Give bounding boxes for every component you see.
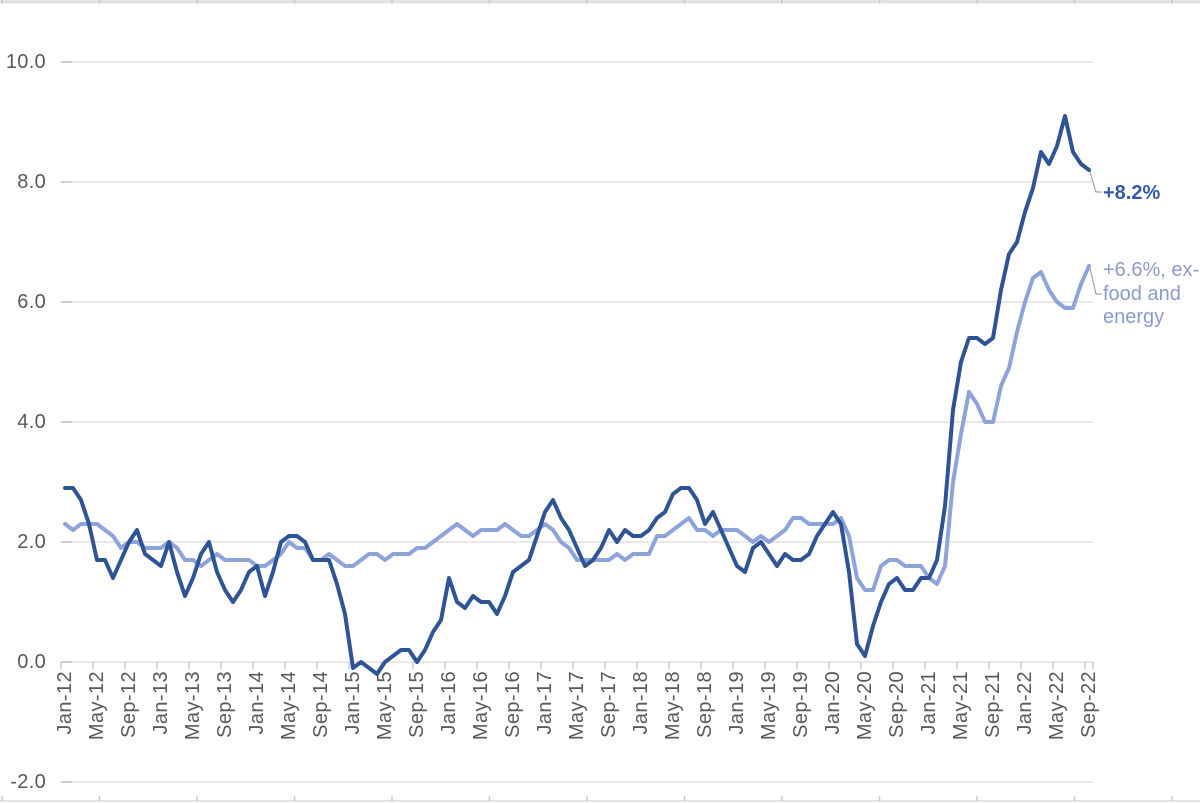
x-axis-label: May-14 bbox=[278, 671, 300, 740]
x-axis-label: Jan-13 bbox=[150, 671, 172, 735]
x-axis-label: Jan-12 bbox=[54, 671, 76, 735]
y-axis-label: -2.0 bbox=[10, 771, 46, 793]
x-axis-label: May-19 bbox=[758, 671, 780, 740]
x-axis-label: May-21 bbox=[950, 671, 972, 740]
x-axis-label: May-13 bbox=[182, 671, 204, 740]
y-axis-label: 0.0 bbox=[17, 651, 46, 673]
x-axis-label: Jan-14 bbox=[246, 671, 268, 735]
x-axis-label: May-15 bbox=[374, 671, 396, 740]
leader-line-ex-food-energy bbox=[1089, 267, 1102, 295]
x-axis-label: Jan-15 bbox=[342, 671, 364, 735]
x-axis-label: Sep-18 bbox=[694, 671, 716, 738]
sheet-top-row-line bbox=[0, 0, 1200, 4]
x-axis-ticks bbox=[60, 662, 1094, 669]
x-axis-label: Sep-19 bbox=[790, 671, 812, 738]
x-axis-label: Sep-12 bbox=[118, 671, 140, 738]
x-axis-label: May-17 bbox=[566, 671, 588, 740]
y-gridlines bbox=[61, 61, 1093, 783]
x-axis-label: May-20 bbox=[854, 671, 876, 740]
x-axis-label: May-18 bbox=[662, 671, 684, 740]
x-axis-labels: Jan-12 May-12 Sep-12 Jan-13 May-13 Sep-13 Jan-… bbox=[54, 671, 1100, 740]
x-axis-label: Sep-14 bbox=[310, 671, 332, 738]
x-axis-label: Jan-21 bbox=[918, 671, 940, 735]
x-axis-label: Jan-17 bbox=[534, 671, 556, 735]
x-axis-label: Sep-16 bbox=[502, 671, 524, 738]
x-axis-label: Jan-18 bbox=[630, 671, 652, 735]
x-axis-label: May-22 bbox=[1046, 671, 1068, 740]
x-axis-label: May-16 bbox=[470, 671, 492, 740]
series-line-cpi-ex-food-and-energy bbox=[63, 264, 1091, 592]
y-axis-label: 10.0 bbox=[6, 51, 46, 73]
x-axis-label: Jan-20 bbox=[822, 671, 844, 735]
series-end-label-all-items: +8.2% bbox=[1103, 182, 1161, 204]
x-axis-label: Sep-20 bbox=[886, 671, 908, 738]
series-line-cpi-all-items bbox=[63, 114, 1091, 676]
x-axis-label: Sep-22 bbox=[1078, 671, 1100, 738]
y-axis-labels: 10.0 8.0 6.0 4.0 2.0 0.0 -2.0 bbox=[6, 51, 46, 793]
y-axis-label: 2.0 bbox=[17, 531, 46, 553]
series-end-label-ex-food-energy: +6.6%, ex- food and energy bbox=[1103, 259, 1200, 328]
x-axis-label: Sep-13 bbox=[214, 671, 236, 738]
x-axis-label: Jan-16 bbox=[438, 671, 460, 735]
leader-line-all-items bbox=[1089, 171, 1102, 193]
y-axis-label: 4.0 bbox=[17, 411, 46, 433]
x-axis-label: May-12 bbox=[86, 671, 108, 740]
x-axis-label: Sep-21 bbox=[982, 671, 1004, 738]
x-axis-label: Jan-19 bbox=[726, 671, 748, 735]
x-axis-label: Jan-22 bbox=[1014, 671, 1036, 735]
y-axis-label: 6.0 bbox=[17, 291, 46, 313]
x-axis-label: Sep-15 bbox=[406, 671, 428, 738]
x-axis-label: Sep-17 bbox=[598, 671, 620, 738]
y-axis-label: 8.0 bbox=[17, 171, 46, 193]
